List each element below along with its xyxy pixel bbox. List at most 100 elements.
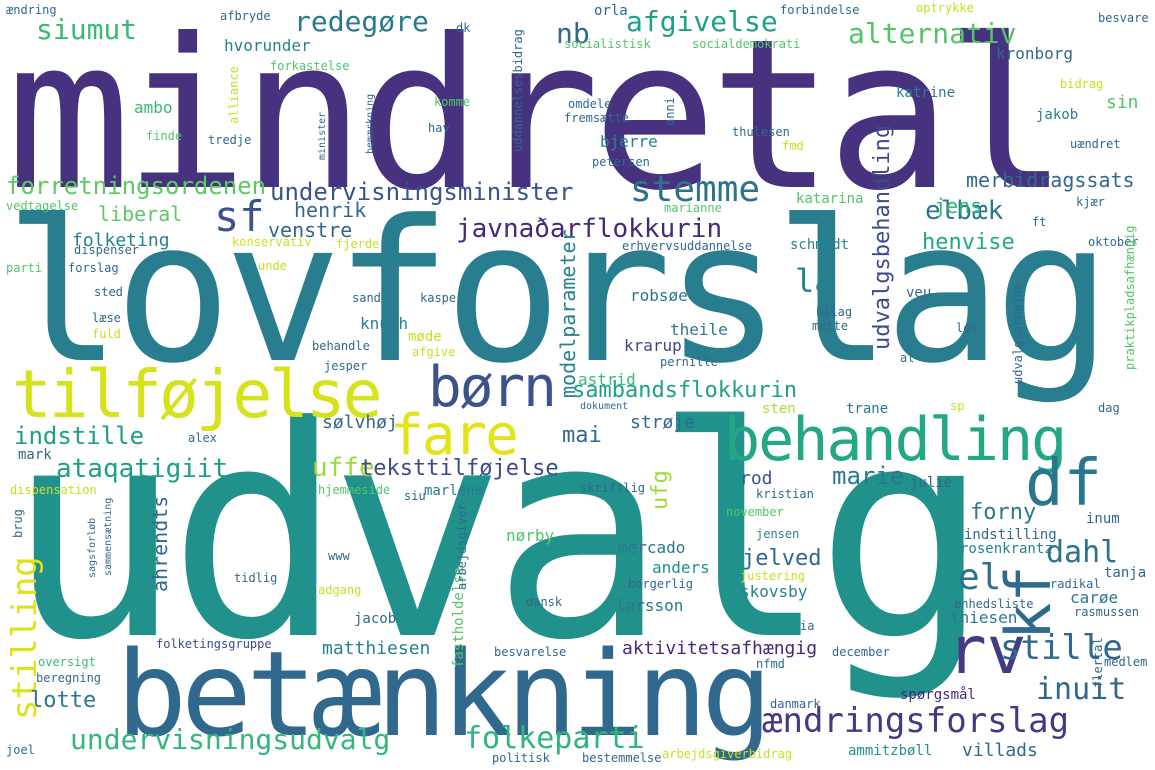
word-december: december [832,645,890,659]
word-minister: minister [317,111,328,160]
word-redegore: redegøre [294,5,429,38]
word-siumut: siumut [36,13,138,46]
word-ufg: ufg [648,470,673,510]
word-forbindelse: forbindelse [780,3,860,17]
word-medlem: medlem [1104,655,1148,669]
word-dispenser: dispenser [74,243,140,257]
word-hjemmeside: hjemmeside [318,483,391,497]
word-skovsby: skovsby [740,582,808,601]
word-marie: marie [832,462,905,490]
word-flertal: flertal [1091,637,1105,688]
word-rv: rv [947,612,1027,689]
word-skriftlig: skriftlig [580,481,646,495]
word-julie: julie [910,475,953,491]
word-ambo: ambo [134,98,173,117]
word-fmd: fmd [782,139,804,153]
word-schmidt: schmidt [790,237,850,253]
word-forny: forny [970,500,1037,525]
word-indstilling: indstilling [964,527,1057,543]
word-socialdemokrati: socialdemokrati [692,37,801,51]
word-theile: theile [670,320,728,339]
word-norby: nørby [506,526,555,545]
word-fuld: fuld [92,327,121,341]
word-bemaerkning: bemærkning [365,93,376,154]
word-df: df [1025,447,1103,521]
word-orla: orla [594,3,628,19]
word-kaspe: kaspe [420,291,457,305]
word-merbidragssats: merbidragssats [966,168,1135,192]
word-socialistisk: socialistisk [564,37,651,51]
word-al: al [900,351,915,365]
word-modelparameter: modelparameter [556,229,580,398]
word-fremsaette: fremsætte [564,111,630,125]
word-stroje: strøje [630,412,696,433]
word-erhvervsuddannelse: erhvervsuddannelse [622,239,753,253]
word-vedtagelse: vedtagelse [6,199,79,213]
word-veu: veu [906,285,932,301]
word-jensen: jensen [756,527,800,541]
word-jens: jens [934,194,983,218]
word-mindretal: mindretal [6,0,1069,237]
word-ataqatigiit: ataqatigiit [56,454,229,484]
word-bidrag: bidrag [1060,77,1104,91]
word-ia: ia [800,619,815,633]
word-folketingsgruppe: folketingsgruppe [156,637,272,651]
word-liberal: liberal [98,202,183,226]
word-afgive: afgive [412,345,456,359]
word-caroe: carøe [1070,588,1119,607]
word-alternativ: alternativ [848,17,1017,50]
word-sp: sp [950,399,965,413]
word-stille: stille [1000,628,1123,668]
word-dk: dk [456,21,471,35]
word-ft: ft [1032,215,1047,229]
word-la: la [795,262,834,300]
word-henrik: henrik [294,198,367,222]
word-undervisningsminister: undervisningsminister [270,178,574,206]
word-fare: fare [390,403,519,468]
word-mark: mark [18,447,52,463]
word-folkeparti: folkeparti [464,721,645,756]
word-jesper: jesper [324,359,368,373]
word-brug: brug [11,509,25,538]
word-sporgsmaal: spørgsmål [900,687,976,703]
word-arbejdsgiver: arbejdsgiver [455,503,469,590]
word-betaenkning: betænkning [116,625,772,763]
word-sagsforlob: sagsforløb [87,517,98,578]
word-behandling: behandling [724,405,1067,475]
word-ammitzboll: ammitzbøll [848,743,933,759]
word-anders: anders [652,558,710,577]
word-beregning: beregning [36,671,102,685]
word-tanja: tanja [1104,565,1147,581]
word-forslag: forslag [68,261,119,275]
word-lovforslag: lov forslag [4,179,1112,407]
word-villads: villads [962,740,1038,761]
word-robsoe: robsøe [630,286,688,305]
word-nfmd: nfmd [756,657,785,671]
word-optrykke: optrykke [916,1,974,15]
word-sambandsflokkurin: sambandsflokkurin [572,378,798,403]
word-thiesen: thiesen [950,608,1018,627]
word-rosenkrantz: rosenkrantz [960,541,1053,557]
word-katarina: katarina [796,191,864,207]
word-jacob: jacob [354,611,397,627]
word-arbejdsgiverbidrag: arbejdsgiverbidrag [662,747,793,761]
word-sand: sand [352,291,381,305]
word-bjerre: bjerre [600,132,658,151]
word-oversigt: oversigt [38,655,96,669]
word-udvalgsbehandling: udvalgsbehandling [870,124,895,350]
word-uddannelsesbidrag: uddannelsesbidrag [511,29,525,152]
word-parti: parti [6,261,43,275]
word-katrine: katrine [896,85,956,101]
word-danmark: danmark [770,697,821,711]
word-indstille: indstille [14,422,145,450]
word-nb: nb [556,17,590,50]
word-laese: læse [92,311,121,325]
word-lov: lov [956,321,978,335]
word-larsson: larsson [616,596,684,615]
word-venstre: venstre [268,218,353,242]
word-www: www [328,549,350,563]
word-forkastelse: forkastelse [270,59,350,73]
word-tidlig: tidlig [234,571,278,585]
word-petersen: petersen [592,155,650,169]
